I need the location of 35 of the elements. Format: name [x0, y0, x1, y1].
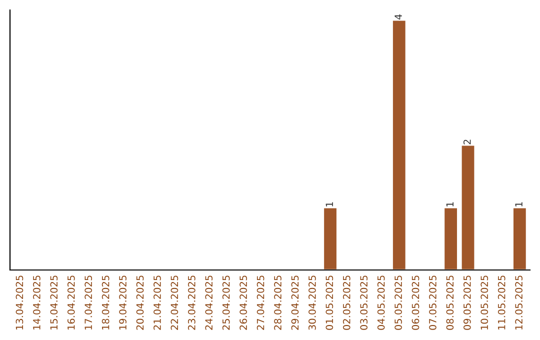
x-tick-label: 20.04.2025 — [136, 276, 144, 330]
data-label: 4 — [394, 14, 402, 20]
x-tick-label: 04.05.2025 — [377, 276, 385, 330]
data-label: 1 — [446, 202, 454, 206]
x-tick-label: 22.04.2025 — [170, 276, 178, 330]
x-tick-label: 05.05.2025 — [394, 276, 402, 330]
x-tick-label: 09.05.2025 — [463, 276, 471, 330]
x-tick-label: 13.04.2025 — [16, 276, 24, 330]
x-tick-label: 23.04.2025 — [188, 276, 196, 330]
x-tick-label: 27.04.2025 — [256, 276, 264, 330]
x-tick-label: 03.05.2025 — [360, 276, 368, 330]
x-tick-label: 12.05.2025 — [515, 276, 522, 330]
x-tick-label: 07.05.2025 — [429, 276, 436, 330]
x-tick-label: 21.04.2025 — [154, 276, 161, 330]
x-tick-label: 25.04.2025 — [222, 276, 230, 330]
x-tick-label: 16.04.2025 — [67, 276, 75, 330]
x-tick-label: 10.05.2025 — [480, 276, 488, 330]
x-tick-label: 17.04.2025 — [84, 276, 92, 330]
data-label: 2 — [463, 140, 471, 144]
x-tick-label: 11.05.2025 — [498, 276, 506, 330]
data-label: 1 — [515, 202, 522, 206]
x-tick-label: 08.05.2025 — [446, 276, 454, 330]
x-tick-label: 19.04.2025 — [119, 276, 126, 330]
x-tick-label: 01.05.2025 — [326, 276, 334, 330]
data-label: 1 — [326, 202, 333, 206]
x-tick-label: 06.05.2025 — [412, 276, 420, 330]
x-tick-label: 18.04.2025 — [102, 276, 110, 330]
x-tick-label: 26.04.2025 — [240, 276, 247, 330]
x-tick-label: 30.04.2025 — [308, 276, 316, 330]
x-tick-label: 15.04.2025 — [50, 276, 58, 330]
x-tick-label: 24.04.2025 — [205, 276, 213, 330]
x-tick-label: 29.04.2025 — [291, 276, 299, 330]
x-tick-label: 28.04.2025 — [274, 276, 282, 330]
x-tick-label: 14.04.2025 — [33, 276, 40, 330]
x-tick-label: 02.05.2025 — [342, 276, 350, 330]
